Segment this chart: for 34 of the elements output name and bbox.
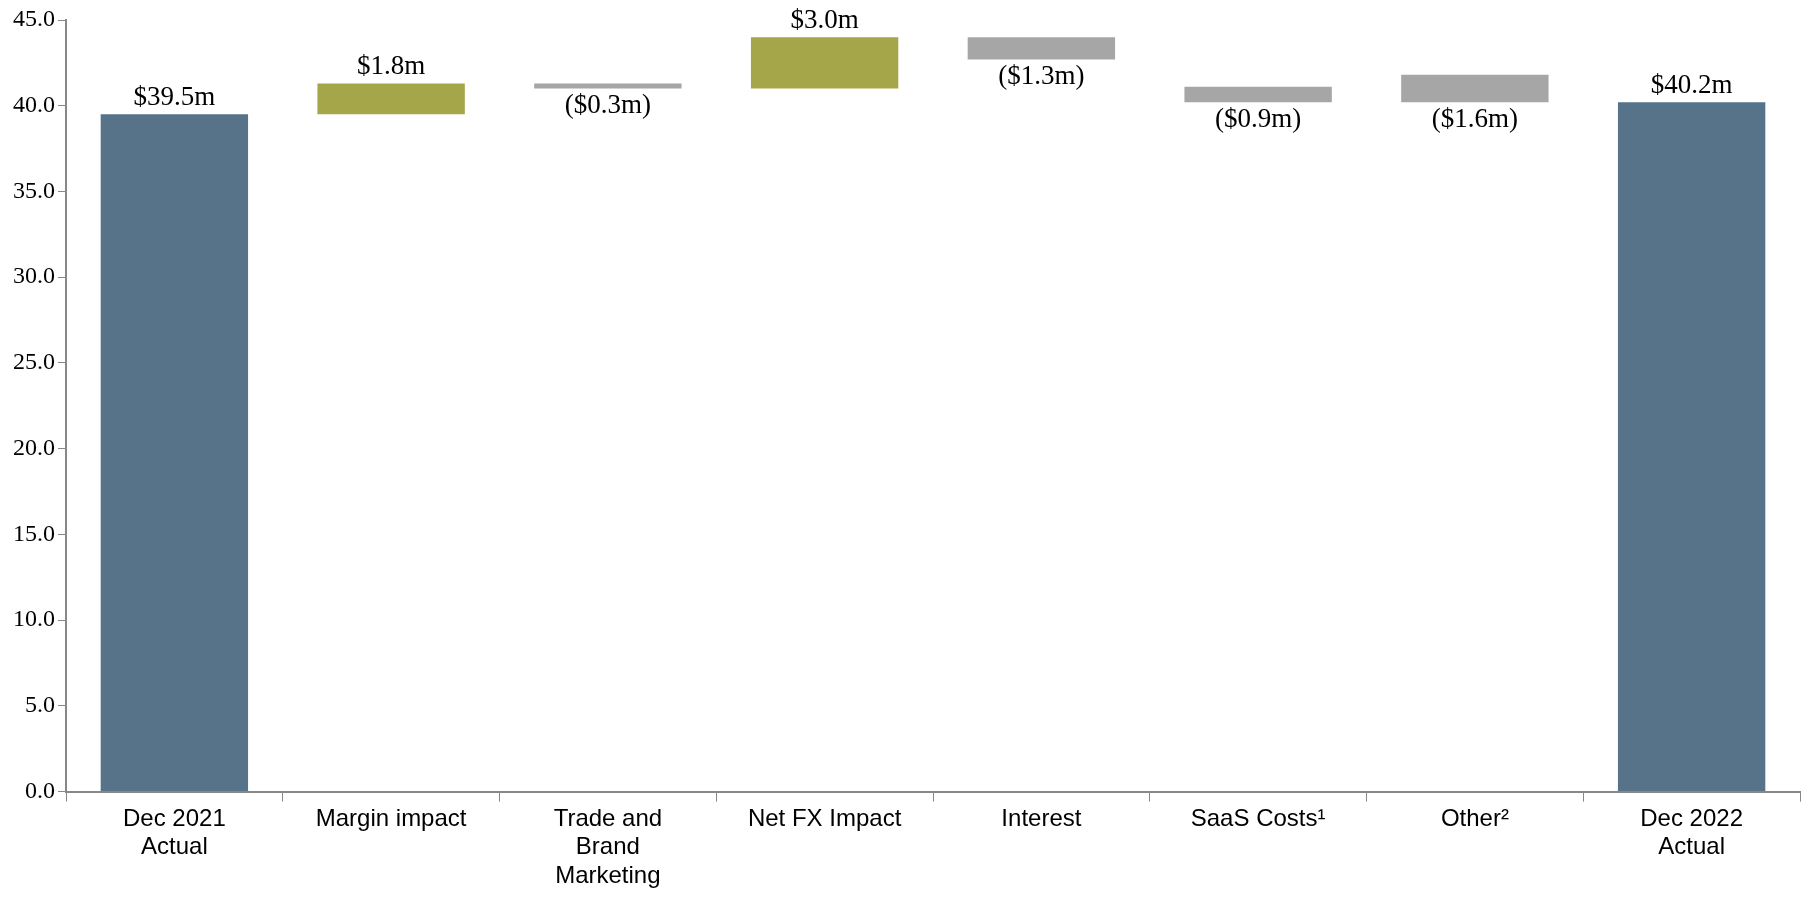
data-label: $1.8m bbox=[356, 50, 426, 81]
y-tick-label: 15.0 bbox=[13, 519, 55, 546]
y-tick-label: 25.0 bbox=[13, 348, 55, 375]
y-tick-label: 40.0 bbox=[13, 91, 55, 118]
x-tick-label: Dec 2021 Actual bbox=[123, 803, 226, 860]
y-tick-label: 20.0 bbox=[13, 433, 55, 460]
x-tick-label: Margin impact bbox=[315, 803, 467, 831]
bar bbox=[750, 37, 899, 89]
y-tick-label: 35.0 bbox=[13, 176, 55, 203]
x-tick-label: Interest bbox=[1001, 803, 1082, 831]
data-label: $39.5m bbox=[133, 80, 216, 111]
data-label: $40.2m bbox=[1650, 68, 1733, 99]
y-tick-label: 45.0 bbox=[13, 5, 55, 32]
data-label: ($1.6m) bbox=[1431, 102, 1518, 133]
bar bbox=[317, 83, 465, 115]
x-tick-label: Dec 2022 Actual bbox=[1640, 803, 1743, 860]
data-label: ($0.3m) bbox=[564, 89, 651, 120]
y-tick-label: 0.0 bbox=[25, 776, 55, 803]
bar bbox=[100, 114, 249, 792]
data-label: ($1.3m) bbox=[998, 60, 1085, 91]
bar bbox=[1184, 86, 1332, 103]
x-tick-label: Trade and Brand Marketing bbox=[553, 803, 663, 889]
bar bbox=[1617, 102, 1766, 792]
x-tick-label: Net FX Impact bbox=[747, 803, 902, 831]
data-label: $3.0m bbox=[790, 3, 859, 34]
bar bbox=[1401, 74, 1549, 103]
data-label: ($0.9m) bbox=[1215, 102, 1302, 133]
x-tick-label: Other² bbox=[1440, 803, 1509, 831]
x-tick-label: SaaS Costs¹ bbox=[1190, 803, 1326, 831]
y-tick-label: 10.0 bbox=[13, 605, 55, 632]
bar bbox=[967, 37, 1116, 60]
y-tick-label: 5.0 bbox=[25, 691, 55, 718]
bar bbox=[534, 83, 682, 89]
y-tick-label: 30.0 bbox=[13, 262, 55, 289]
